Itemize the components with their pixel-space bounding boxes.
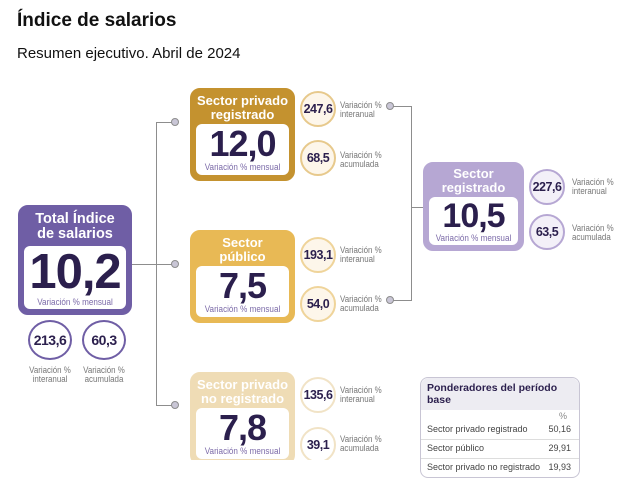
connector-dot-publico bbox=[171, 260, 179, 268]
total-index-box: Total Índice de salarios 10,2 Variación … bbox=[18, 205, 132, 315]
no-registrado-acumulada-circle: 39,1 bbox=[300, 427, 336, 463]
sector-registrado-box: Sector registrado 10,5 Variación % mensu… bbox=[423, 162, 524, 251]
registrado-interanual-circle: 227,6 bbox=[529, 169, 565, 205]
sector-publico-box: Sector público 7,5 Variación % mensual bbox=[190, 230, 295, 323]
total-monthly-caption: Variación % mensual bbox=[37, 297, 113, 307]
total-acumulada-label: Variación % acumulada bbox=[83, 365, 125, 385]
publico-interanual-circle: 193,1 bbox=[300, 237, 336, 273]
publico-acumulada-circle: 54,0 bbox=[300, 286, 336, 322]
registrado-acumulada-circle: 63,5 bbox=[529, 214, 565, 250]
connector-interanual-privado bbox=[392, 106, 411, 107]
connector-acumulada-publico bbox=[392, 300, 411, 301]
table-row: Sector privado registrado 50,16 bbox=[421, 421, 579, 440]
no-registrado-interanual-circle: 135,6 bbox=[300, 377, 336, 413]
page-subtitle: Resumen ejecutivo. Abril de 2024 bbox=[17, 45, 241, 62]
connector-dot-publico-acumulada bbox=[386, 296, 394, 304]
sector-privado-no-registrado-box: Sector privado no registrado 7,8 Variaci… bbox=[190, 372, 295, 465]
connector-right-trunk bbox=[411, 106, 412, 301]
total-interanual-label: Variación % interanual bbox=[29, 365, 71, 385]
total-interanual-circle: 213,6 bbox=[28, 320, 72, 360]
ponderadores-unit: % bbox=[558, 411, 567, 421]
table-row: Sector privado no registrado 19,93 bbox=[427, 462, 571, 472]
connector-branch-no-registrado bbox=[156, 405, 174, 406]
publico-monthly-value: 7,5 bbox=[218, 265, 267, 306]
connector-branch-publico bbox=[156, 264, 174, 265]
privado-registrado-interanual-circle: 247,6 bbox=[300, 91, 336, 127]
connector-dot-privado bbox=[171, 118, 179, 126]
sector-privado-registrado-box: Sector privado registrado 12,0 Variación… bbox=[190, 88, 295, 181]
connector-branch-privado bbox=[156, 122, 174, 123]
total-monthly-value: 10,2 bbox=[29, 245, 121, 299]
privado-registrado-monthly-value: 12,0 bbox=[209, 123, 276, 164]
connector-registrado-in bbox=[411, 207, 423, 208]
table-row: Sector público 29,91 bbox=[421, 440, 579, 459]
connector-dot-no-registrado bbox=[171, 401, 179, 409]
total-index-title: Total Índice de salarios bbox=[35, 210, 115, 242]
ponderadores-title: Ponderadores del período base bbox=[421, 378, 579, 410]
privado-registrado-acumulada-circle: 68,5 bbox=[300, 140, 336, 176]
connector-dot-privado-interanual bbox=[386, 102, 394, 110]
total-acumulada-circle: 60,3 bbox=[82, 320, 126, 360]
no-registrado-monthly-value: 7,8 bbox=[218, 407, 267, 448]
page-title: Índice de salarios bbox=[17, 10, 177, 31]
ponderadores-table: Ponderadores del período base % Sector p… bbox=[420, 377, 580, 478]
connector-total-out bbox=[129, 264, 157, 265]
registrado-monthly-value: 10,5 bbox=[442, 197, 505, 235]
